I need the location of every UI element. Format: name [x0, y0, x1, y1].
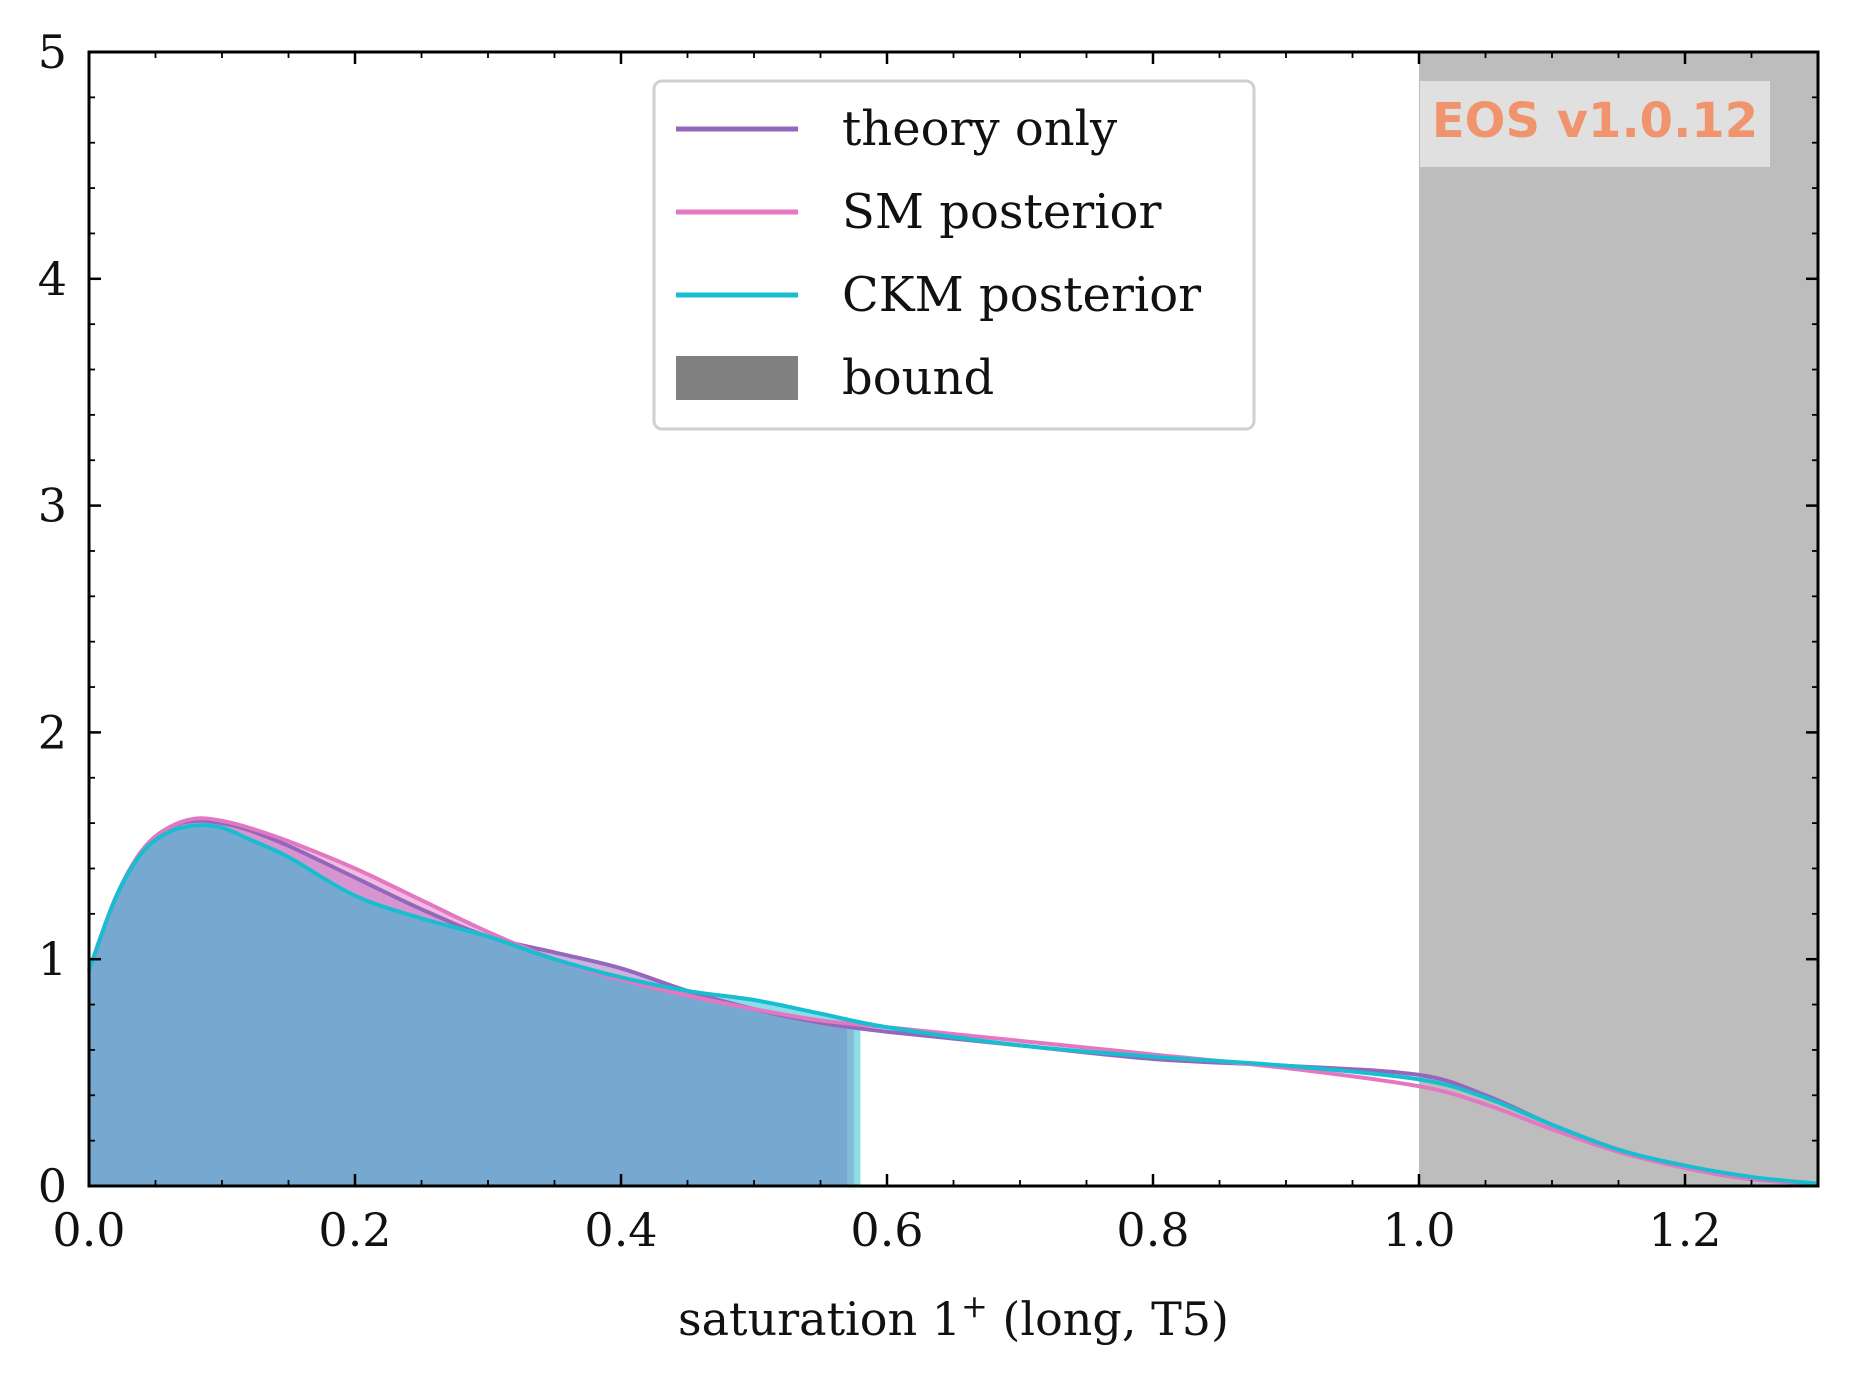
y-tick-label: 0	[38, 1159, 67, 1213]
legend-label-sm-posterior: SM posterior	[842, 184, 1161, 240]
series-lines-layer	[87, 816, 1819, 1186]
legend-label-theory-only: theory only	[842, 101, 1117, 157]
y-tick-label: 5	[38, 25, 67, 79]
y-tick-label: 3	[38, 479, 67, 533]
legend-swatch-bound	[676, 356, 798, 400]
ticks-layer	[87, 50, 1819, 1188]
legend: theory only SM posterior CKM posterior boun…	[652, 79, 1256, 431]
filled-areas-layer	[89, 818, 861, 1186]
legend-label-ckm-posterior: CKM posterior	[842, 267, 1201, 323]
x-tick-label: 0.2	[318, 1203, 391, 1257]
y-tick-label: 1	[38, 932, 67, 986]
x-axis-label-superscript: +	[961, 1287, 988, 1325]
x-axis-label: saturation 1+ (long, T5)	[678, 1287, 1229, 1346]
x-axis-label-main: saturation 1	[678, 1292, 961, 1346]
x-tick-label: 0.0	[52, 1203, 125, 1257]
line-ckm-posterior	[87, 823, 1819, 1186]
legend-box	[652, 79, 1256, 431]
bound-region-layer	[1419, 52, 1818, 1186]
watermark-background	[1420, 81, 1770, 167]
x-tick-label: 1.0	[1382, 1203, 1455, 1257]
x-tick-label: 0.4	[584, 1203, 657, 1257]
x-tick-label: 1.2	[1648, 1203, 1721, 1257]
y-tick-label: 2	[38, 705, 67, 759]
bound-region	[1419, 52, 1818, 1186]
watermark: EOS v1.0.12	[1420, 81, 1770, 167]
line-sm-posterior	[87, 816, 1819, 1186]
x-axis-label-suffix: (long, T5)	[988, 1292, 1229, 1346]
watermark-text: EOS v1.0.12	[1432, 93, 1758, 149]
x-tick-label: 0.6	[850, 1203, 923, 1257]
area-ckm-posterior	[89, 825, 861, 1186]
tick-labels-layer: 0.0 0.2 0.4 0.6 0.8 1.0 1.2 0 1 2 3 4 5	[38, 25, 1722, 1257]
x-tick-label: 0.8	[1116, 1203, 1189, 1257]
legend-label-bound: bound	[842, 350, 994, 406]
y-tick-label: 4	[38, 252, 67, 306]
